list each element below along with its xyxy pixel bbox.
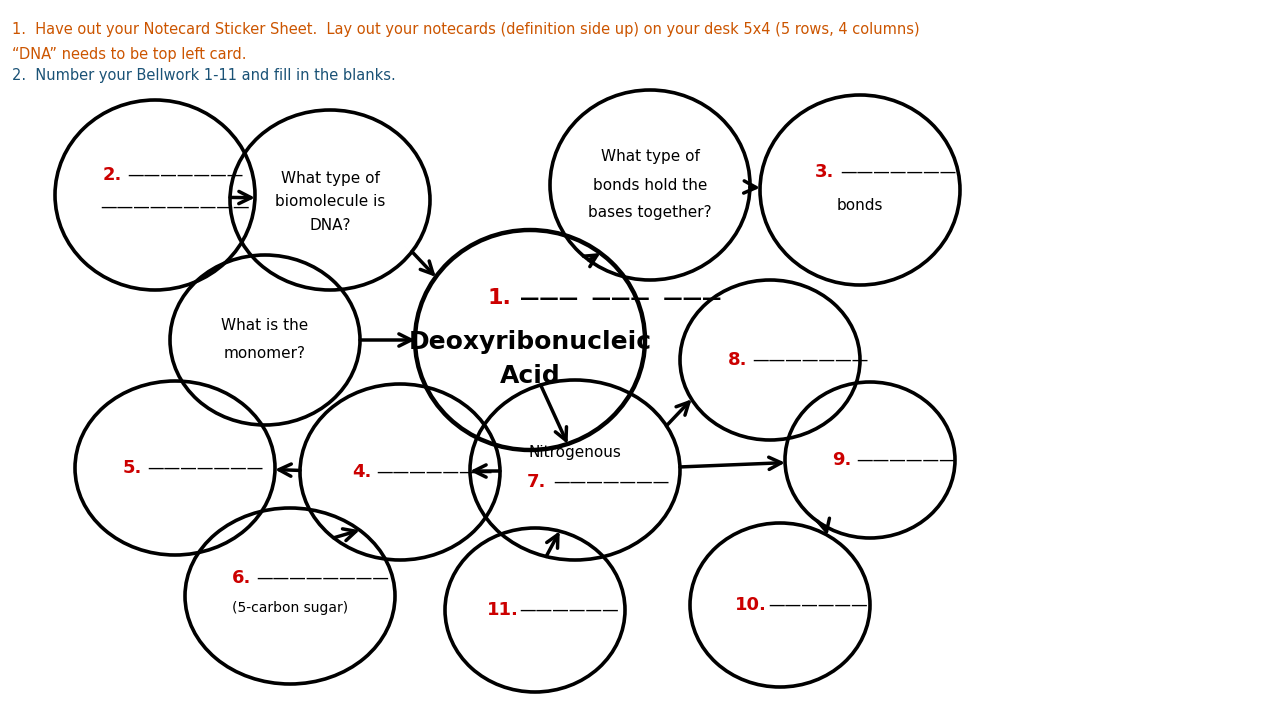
Text: 8.: 8. [728,351,748,369]
Text: bonds: bonds [837,199,883,214]
Text: monomer?: monomer? [224,346,306,361]
Text: ———————: ——————— [553,473,669,491]
Text: 11.: 11. [486,601,518,619]
Text: Nitrogenous: Nitrogenous [529,444,621,459]
Text: “DNA” needs to be top left card.: “DNA” needs to be top left card. [12,47,247,62]
Text: 6.: 6. [232,569,251,587]
Text: 1.  Have out your Notecard Sticker Sheet.  Lay out your notecards (definition si: 1. Have out your Notecard Sticker Sheet.… [12,22,919,37]
Text: ———————: ——————— [376,463,493,481]
Text: DNA?: DNA? [310,218,351,233]
Text: 2.: 2. [102,166,123,184]
Text: ———————: ——————— [753,351,868,369]
Text: 5.: 5. [123,459,142,477]
Text: Deoxyribonucleic: Deoxyribonucleic [408,330,652,354]
Text: ———————: ——————— [147,459,264,477]
Text: biomolecule is: biomolecule is [275,194,385,210]
Text: Acid: Acid [499,364,561,388]
Text: bases together?: bases together? [589,205,712,220]
Text: 4.: 4. [352,463,371,481]
Text: (5-carbon sugar): (5-carbon sugar) [232,601,348,615]
Text: 2.  Number your Bellwork 1-11 and fill in the blanks.: 2. Number your Bellwork 1-11 and fill in… [12,68,396,83]
Text: 7.: 7. [527,473,547,491]
Text: 3.: 3. [815,163,835,181]
Text: 1.: 1. [488,288,512,308]
Text: 9.: 9. [832,451,851,469]
Text: ——————: —————— [768,596,868,614]
Text: ———  ———  ———: ——— ——— ——— [520,289,722,307]
Text: bonds hold the: bonds hold the [593,178,707,192]
Text: What is the: What is the [221,318,308,333]
Text: What type of: What type of [600,150,699,164]
Text: ———————: ——————— [127,166,243,184]
Text: —————————: ————————— [100,198,250,216]
Text: ————————: ———————— [256,569,389,587]
Text: 10.: 10. [735,596,767,614]
Text: What type of: What type of [280,171,379,186]
Text: ———————: ——————— [840,163,956,181]
Text: ——————: —————— [518,601,618,619]
Text: ——————: —————— [856,451,956,469]
